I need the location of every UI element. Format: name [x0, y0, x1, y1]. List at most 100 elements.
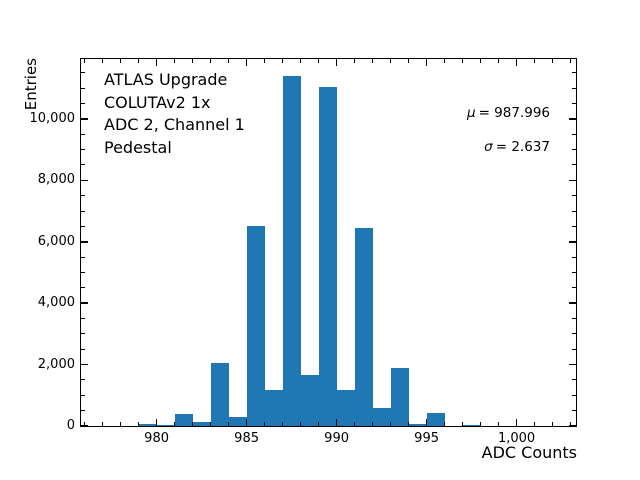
x-minor-tick: [552, 59, 554, 63]
x-minor-tick: [480, 59, 482, 63]
histogram-bar: [139, 424, 157, 426]
y-major-tick: [81, 425, 88, 427]
annotation-block: ATLAS Upgrade COLUTAv2 1x ADC 2, Channel…: [104, 69, 245, 159]
y-major-tick: [81, 179, 88, 182]
histogram-bar: [229, 417, 247, 426]
x-minor-tick: [534, 422, 536, 426]
histogram-bar: [373, 408, 391, 426]
annotation-line-1: ATLAS Upgrade: [104, 70, 228, 89]
y-major-tick: [569, 425, 576, 427]
y-tick-label: 6,000: [37, 233, 75, 249]
histogram-bar: [319, 87, 337, 426]
x-minor-tick: [264, 422, 266, 426]
y-major-tick: [81, 240, 88, 243]
x-axis-label: ADC Counts: [481, 443, 577, 462]
x-tick-label: 1,000: [497, 431, 536, 446]
x-major-tick: [155, 59, 158, 66]
y-minor-tick: [81, 287, 85, 289]
y-minor-tick: [81, 410, 85, 412]
y-minor-tick: [572, 103, 576, 105]
sigma-value: = 2.637: [495, 139, 550, 155]
y-minor-tick: [572, 287, 576, 289]
y-minor-tick: [81, 149, 85, 151]
annotation-line-4: Pedestal: [104, 137, 172, 157]
x-minor-tick: [318, 59, 320, 63]
y-minor-tick: [572, 87, 576, 89]
y-tick-label: 10,000: [29, 110, 76, 126]
y-minor-tick: [572, 256, 576, 258]
histogram-bar: [265, 390, 283, 426]
y-axis-label: Entries: [22, 58, 40, 111]
histogram-bar: [355, 228, 373, 426]
y-minor-tick: [572, 133, 576, 135]
x-minor-tick: [192, 59, 194, 63]
y-major-tick: [569, 240, 576, 243]
y-major-tick: [569, 363, 576, 366]
y-minor-tick: [81, 379, 85, 381]
y-minor-tick: [81, 133, 85, 135]
y-minor-tick: [572, 379, 576, 381]
x-minor-tick: [138, 59, 140, 63]
y-tick-label: 4,000: [37, 295, 75, 311]
x-minor-tick: [264, 59, 266, 63]
histogram-bar: [157, 425, 175, 426]
x-minor-tick: [390, 59, 392, 63]
x-minor-tick: [192, 422, 194, 426]
x-major-tick: [515, 59, 518, 66]
x-major-tick: [155, 419, 158, 426]
y-minor-tick: [572, 72, 576, 74]
y-minor-tick: [81, 256, 85, 258]
y-minor-tick: [572, 164, 576, 166]
x-minor-tick: [84, 422, 86, 426]
plot-area: [80, 58, 577, 427]
x-minor-tick: [444, 59, 446, 63]
x-minor-tick: [372, 59, 374, 63]
x-major-tick: [245, 419, 248, 426]
x-minor-tick: [372, 422, 374, 426]
y-minor-tick: [81, 103, 85, 105]
histogram-bar: [301, 375, 319, 426]
y-minor-tick: [81, 210, 85, 212]
x-minor-tick: [444, 422, 446, 426]
y-minor-tick: [572, 225, 576, 227]
x-minor-tick: [534, 59, 536, 63]
x-minor-tick: [480, 422, 482, 426]
y-minor-tick: [572, 333, 576, 335]
x-minor-tick: [102, 422, 104, 426]
x-minor-tick: [120, 59, 122, 63]
x-minor-tick: [228, 422, 230, 426]
histogram-bar: [337, 390, 355, 426]
y-tick-label: 2,000: [37, 356, 75, 372]
y-major-tick: [81, 118, 88, 120]
x-minor-tick: [462, 422, 464, 426]
x-minor-tick: [408, 422, 410, 426]
x-major-tick: [335, 419, 338, 426]
x-major-tick: [425, 419, 428, 426]
y-minor-tick: [81, 318, 85, 319]
x-minor-tick: [210, 59, 212, 63]
x-minor-tick: [498, 422, 500, 426]
histogram-bar: [211, 363, 229, 426]
x-minor-tick: [390, 422, 392, 426]
annotation-line-3: ADC 2, Channel 1: [104, 115, 245, 134]
x-major-tick: [335, 59, 338, 66]
y-minor-tick: [81, 225, 85, 227]
stat-sigma: σ = 2.637: [484, 139, 550, 155]
histogram-bar: [283, 76, 301, 426]
histogram-bar: [409, 424, 427, 426]
y-minor-tick: [81, 72, 85, 74]
histogram-bar: [193, 422, 211, 426]
x-minor-tick: [462, 59, 464, 63]
x-major-tick: [245, 59, 248, 66]
y-minor-tick: [572, 149, 576, 151]
x-minor-tick: [120, 422, 122, 426]
y-major-tick: [81, 363, 88, 366]
y-minor-tick: [572, 210, 576, 212]
y-minor-tick: [572, 348, 576, 350]
y-major-tick: [569, 302, 576, 304]
y-minor-tick: [81, 195, 85, 197]
histogram-bar: [463, 425, 481, 426]
x-major-tick: [515, 419, 518, 426]
x-minor-tick: [354, 422, 356, 426]
annotation-line-2: COLUTAv2 1x: [104, 92, 211, 112]
